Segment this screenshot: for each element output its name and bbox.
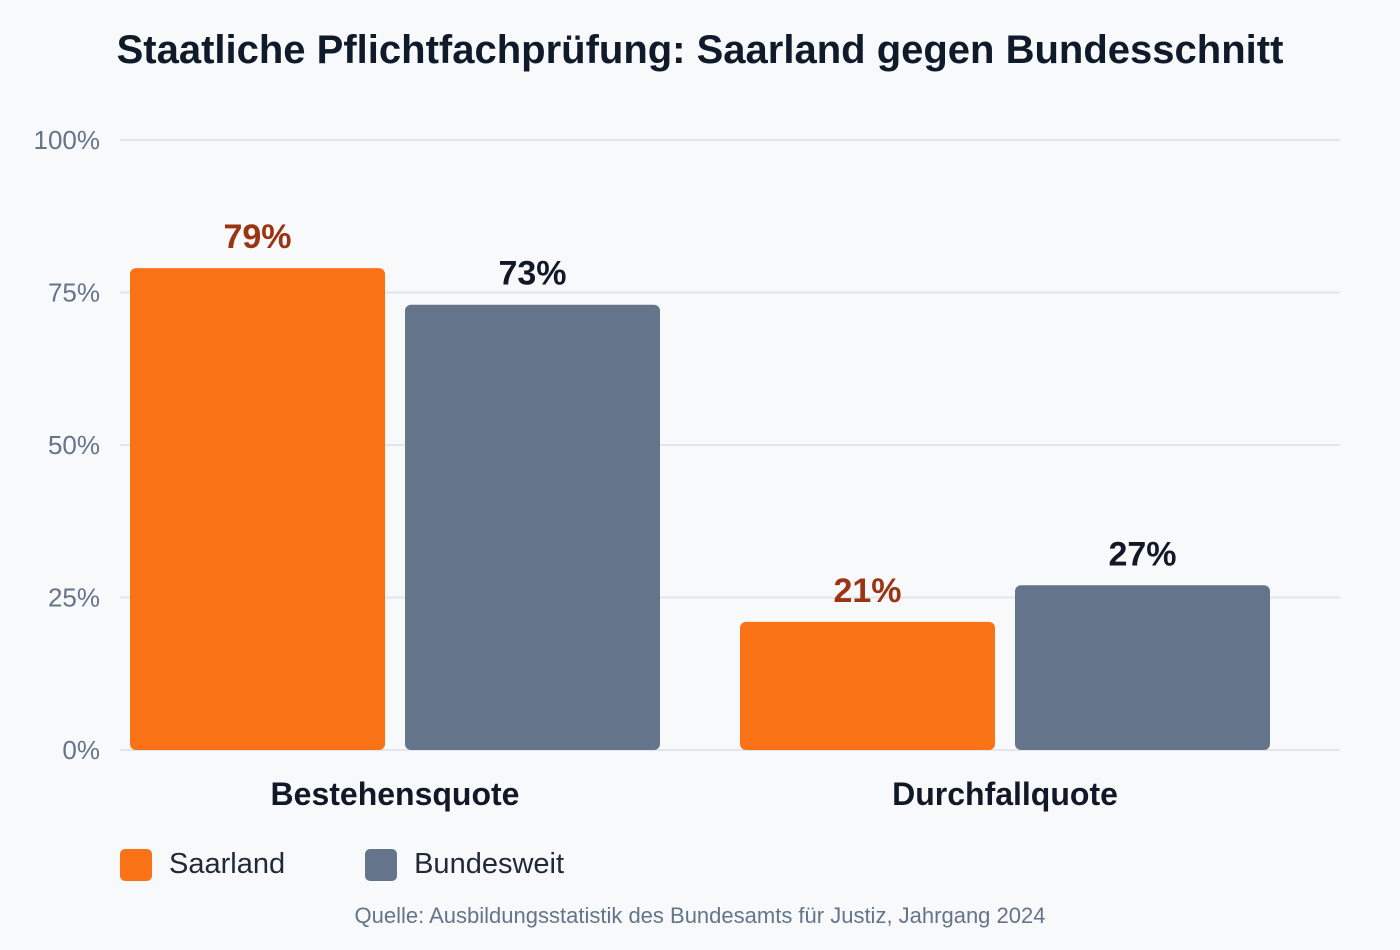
y-tick-label: 100%: [34, 125, 101, 155]
legend-swatch-bundesweit: [365, 848, 398, 881]
legend-label-saarland: Saarland: [169, 848, 286, 880]
source-note: Quelle: Ausbildungsstatistik des Bundesa…: [354, 903, 1046, 928]
legend-item-bundesweit: Bundesweit: [365, 848, 564, 881]
bar-bundesweit: [1015, 585, 1270, 750]
data-label-bundesweit: 73%: [498, 255, 566, 293]
y-tick-label: 75%: [48, 278, 100, 308]
x-category-label: Bestehensquote: [271, 776, 520, 812]
y-tick-label: 50%: [48, 430, 100, 460]
chart-title: Staatliche Pflichtfachprüfung: Saarland …: [116, 28, 1284, 72]
data-label-saarland: 21%: [833, 572, 901, 610]
legend-label-bundesweit: Bundesweit: [414, 848, 565, 880]
data-label-bundesweit: 27%: [1108, 535, 1176, 573]
x-category-label: Durchfallquote: [892, 776, 1118, 812]
legend: Saarland Bundesweit: [120, 848, 644, 881]
bar-bundesweit: [405, 304, 660, 750]
legend-swatch-saarland: [120, 848, 152, 881]
bar-saarland: [130, 268, 385, 750]
y-tick-label: 0%: [62, 735, 100, 765]
bar-saarland: [740, 621, 995, 750]
data-label-saarland: 79%: [223, 218, 291, 256]
legend-item-saarland: Saarland: [120, 848, 285, 881]
y-tick-label: 25%: [48, 583, 100, 613]
